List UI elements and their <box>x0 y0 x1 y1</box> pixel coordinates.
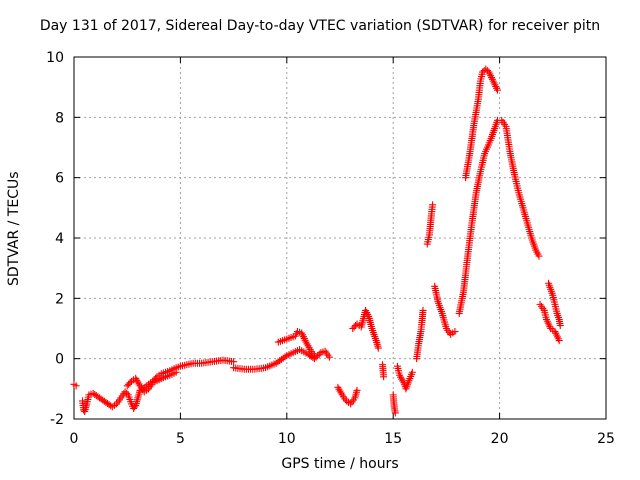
data-point <box>380 373 388 381</box>
data-point <box>274 358 282 366</box>
data-point <box>131 403 139 411</box>
data-point <box>479 68 487 76</box>
data-point <box>230 358 238 366</box>
y-tick-label: -2 <box>50 412 64 428</box>
x-tick-label: 20 <box>491 431 509 447</box>
data-point <box>310 352 318 360</box>
x-tick-label: 15 <box>384 431 402 447</box>
y-tick-label: 10 <box>46 50 64 66</box>
data-point <box>272 359 280 367</box>
data-point <box>535 252 543 260</box>
data-point <box>279 354 287 362</box>
data-point <box>172 368 180 376</box>
data-point <box>451 328 459 336</box>
data-point <box>276 357 284 365</box>
data-point <box>419 306 427 314</box>
data-point <box>493 86 501 94</box>
y-tick-label: 6 <box>55 171 64 187</box>
x-tick-label: 25 <box>597 431 615 447</box>
data-point <box>482 65 490 73</box>
x-axis-label: GPS time / hours <box>281 456 399 472</box>
y-tick-label: 4 <box>55 231 64 247</box>
data-point <box>126 379 134 387</box>
data-point <box>121 388 129 396</box>
x-tick-label: 10 <box>278 431 296 447</box>
data-point <box>429 201 437 209</box>
data-point <box>391 409 399 417</box>
x-tick-label: 0 <box>70 431 79 447</box>
data-point <box>123 389 131 397</box>
data-point <box>312 353 320 361</box>
y-tick-label: 8 <box>55 110 64 126</box>
data-point <box>325 353 333 361</box>
chart-title: Day 131 of 2017, Sidereal Day-to-day VTE… <box>39 18 601 34</box>
data-point <box>408 368 416 376</box>
y-tick-label: 2 <box>55 291 64 307</box>
x-tick-label: 5 <box>176 431 185 447</box>
data-point <box>277 355 285 363</box>
data-point <box>555 337 563 345</box>
data-point <box>315 350 323 358</box>
data-point <box>353 386 361 394</box>
y-tick-label: 0 <box>55 352 64 368</box>
data-point <box>374 344 382 352</box>
data-point <box>72 382 80 390</box>
data-point <box>556 321 564 329</box>
y-axis-label: SDTVAR / TECUs <box>6 171 22 286</box>
data-point <box>281 353 289 361</box>
